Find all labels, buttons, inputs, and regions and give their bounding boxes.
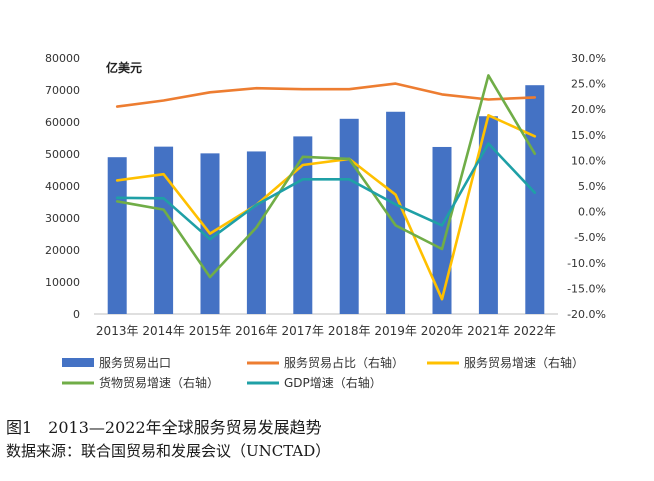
legend-label: 货物贸易增速（右轴） [99,375,219,390]
bar [386,111,406,314]
x-tick-label: 2014年 [142,324,185,338]
bar [432,146,452,314]
x-tick-label: 2020年 [421,324,464,338]
figure-caption: 图1 2013—2022年全球服务贸易发展趋势 [6,418,322,437]
left-tick-label: 60000 [45,116,80,129]
x-tick-label: 2017年 [282,324,325,338]
bar [246,151,266,314]
left-tick-label: 20000 [45,244,80,257]
right-axis-ticks: -20.0% -15.0% -10.0% -5.0% 0.0% 5.0% 10.0% 15.0… [567,52,606,321]
legend-label: 服务贸易占比（右轴） [284,355,404,370]
legend-label: 服务贸易增速（右轴） [464,355,584,370]
bar [107,157,127,314]
right-tick-label: 10.0% [571,154,606,167]
right-tick-label: -20.0% [567,308,606,321]
legend: 服务贸易出口 服务贸易占比（右轴） 服务贸易增速（右轴） 货物贸易增速（右轴） GDP增… [62,355,584,390]
unit-label: 亿美元 [106,60,142,75]
left-tick-label: 0 [73,308,80,321]
bars [107,85,545,315]
series-line [115,114,537,301]
x-axis-ticks: 2013年 2014年 2015年 2016年 2017年 2018年 2019年 2020年… [96,324,556,338]
series-line [115,74,537,279]
right-tick-label: 5.0% [578,180,606,193]
right-tick-label: 0.0% [578,206,606,219]
right-tick-label: 15.0% [571,129,606,142]
left-tick-label: 10000 [45,276,80,289]
x-tick-label: 2019年 [374,324,417,338]
left-tick-label: 70000 [45,84,80,97]
x-tick-label: 2013年 [96,324,139,338]
legend-label: 服务贸易出口 [99,355,171,370]
right-tick-label: -10.0% [567,257,606,270]
bar [478,116,498,315]
lines [115,74,537,301]
bar [525,85,545,314]
right-tick-label: -5.0% [574,231,606,244]
legend-label: GDP增速（右轴） [284,375,382,390]
x-tick-label: 2018年 [328,324,371,338]
bar [339,118,359,314]
series-line [115,82,537,108]
legend-swatch [62,358,94,367]
left-tick-label: 50000 [45,148,80,161]
right-tick-label: 20.0% [571,103,606,116]
right-tick-label: 30.0% [571,52,606,65]
x-tick-label: 2021年 [467,324,510,338]
left-axis-ticks: 0 10000 20000 30000 40000 50000 60000 70000 8000… [45,52,80,321]
right-tick-label: -15.0% [567,282,606,295]
x-tick-label: 2022年 [514,324,557,338]
left-tick-label: 30000 [45,212,80,225]
source-caption: 数据来源：联合国贸易和发展会议（UNCTAD） [6,442,331,460]
bar [154,146,174,314]
x-tick-label: 2015年 [189,324,232,338]
series-line [115,142,537,241]
right-tick-label: 25.0% [571,78,606,91]
left-tick-label: 80000 [45,52,80,65]
left-tick-label: 40000 [45,180,80,193]
x-tick-label: 2016年 [235,324,278,338]
